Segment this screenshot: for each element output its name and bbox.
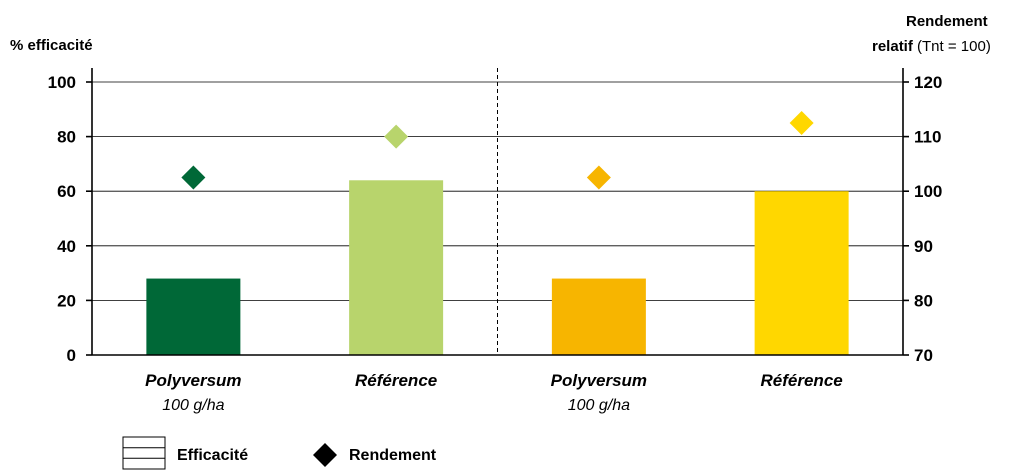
y-right-tick-label: 70 xyxy=(914,346,933,365)
category-label: Référence xyxy=(355,371,437,390)
y-axis-right-label-normal: (Tnt = 100) xyxy=(913,38,991,55)
category-label: Polyversum xyxy=(145,371,241,390)
y-axis-left-label: % efficacité xyxy=(10,37,93,54)
legend-efficacite-label: Efficacité xyxy=(177,447,248,464)
y-right-tick-label: 110 xyxy=(914,128,941,147)
y-right-tick-label: 80 xyxy=(914,291,933,310)
bar-efficacite-2 xyxy=(349,180,444,355)
left-tick-labels: 0 20 40 60 80 100 xyxy=(48,73,76,365)
markers xyxy=(181,110,814,190)
y-axis-right-label-bold: relatif xyxy=(872,38,914,55)
y-left-tick-label: 60 xyxy=(57,182,76,201)
axes xyxy=(86,68,909,356)
bars xyxy=(146,180,849,355)
y-right-tick-label: 120 xyxy=(914,73,942,92)
category-sublabel: 100 g/ha xyxy=(162,397,224,414)
y-axis-right-label-line2: relatif (Tnt = 100) xyxy=(872,38,991,55)
y-right-tick-label: 90 xyxy=(914,237,933,256)
y-right-tick-label: 100 xyxy=(914,182,942,201)
category-label: Référence xyxy=(761,371,843,390)
y-axis-right-label-line1: Rendement xyxy=(906,13,988,30)
y-left-tick-label: 0 xyxy=(67,346,76,365)
y-left-tick-label: 100 xyxy=(48,73,76,92)
marker-rendement-1 xyxy=(181,165,206,190)
legend-bar-swatch xyxy=(122,436,166,470)
y-left-tick-label: 20 xyxy=(57,291,76,310)
marker-rendement-3 xyxy=(586,165,611,190)
legend-rendement-label: Rendement xyxy=(349,447,437,464)
legend-diamond-icon xyxy=(313,443,337,467)
category-sublabel: 100 g/ha xyxy=(568,397,630,414)
right-tick-labels: 70 80 90 100 110 120 xyxy=(914,73,942,365)
y-left-tick-label: 40 xyxy=(57,237,76,256)
legend: Efficacité Rendement xyxy=(122,436,437,470)
bar-efficacite-3 xyxy=(551,278,646,355)
category-labels: Polyversum 100 g/ha Référence Polyversum 100… xyxy=(145,371,843,414)
y-left-tick-label: 80 xyxy=(57,128,76,147)
category-label: Polyversum xyxy=(551,371,647,390)
bar-efficacite-4 xyxy=(754,191,849,355)
marker-rendement-4 xyxy=(789,110,814,135)
bar-efficacite-1 xyxy=(146,278,241,355)
marker-rendement-2 xyxy=(384,124,409,149)
